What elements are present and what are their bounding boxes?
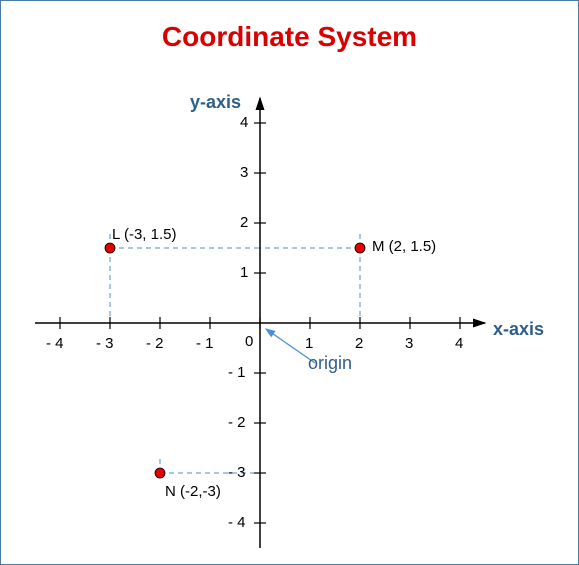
x-axis-label: x-axis	[493, 319, 544, 340]
point-N	[155, 468, 165, 478]
y-tick-label: - 3	[228, 464, 246, 481]
coordinate-svg	[16, 63, 563, 553]
frame: Coordinate System - 4 - 3 - 2 - 1 0 1 2 3 4 - 4 - …	[0, 0, 579, 565]
x-tick-label: - 1	[196, 335, 214, 352]
y-tick-label: - 4	[228, 514, 246, 531]
x-tick-label: 2	[355, 335, 363, 352]
origin-label: origin	[308, 353, 352, 374]
y-tick-label: 2	[240, 214, 248, 231]
point-M	[355, 243, 365, 253]
y-tick-label: - 1	[228, 364, 246, 381]
point-label-L: L (-3, 1.5)	[112, 226, 176, 243]
y-axis-label: y-axis	[190, 92, 241, 113]
x-tick-label: - 3	[96, 335, 114, 352]
y-tick-label: 4	[240, 114, 248, 131]
x-tick-label: 3	[405, 335, 413, 352]
y-tick-label: 3	[240, 164, 248, 181]
chart-area: - 4- 3- 2- 101234- 4- 3- 2- 11234y-axisx…	[16, 63, 563, 553]
x-tick-label: 1	[305, 335, 313, 352]
x-tick-label: - 2	[146, 335, 164, 352]
x-tick-label: 4	[455, 335, 463, 352]
point-L	[105, 243, 115, 253]
x-tick-label: 0	[245, 333, 253, 350]
chart-title: Coordinate System	[16, 21, 563, 53]
x-tick-label: - 4	[46, 335, 64, 352]
y-tick-label: - 2	[228, 414, 246, 431]
point-label-N: N (-2,-3)	[165, 483, 221, 500]
point-label-M: M (2, 1.5)	[372, 238, 436, 255]
y-tick-label: 1	[240, 264, 248, 281]
